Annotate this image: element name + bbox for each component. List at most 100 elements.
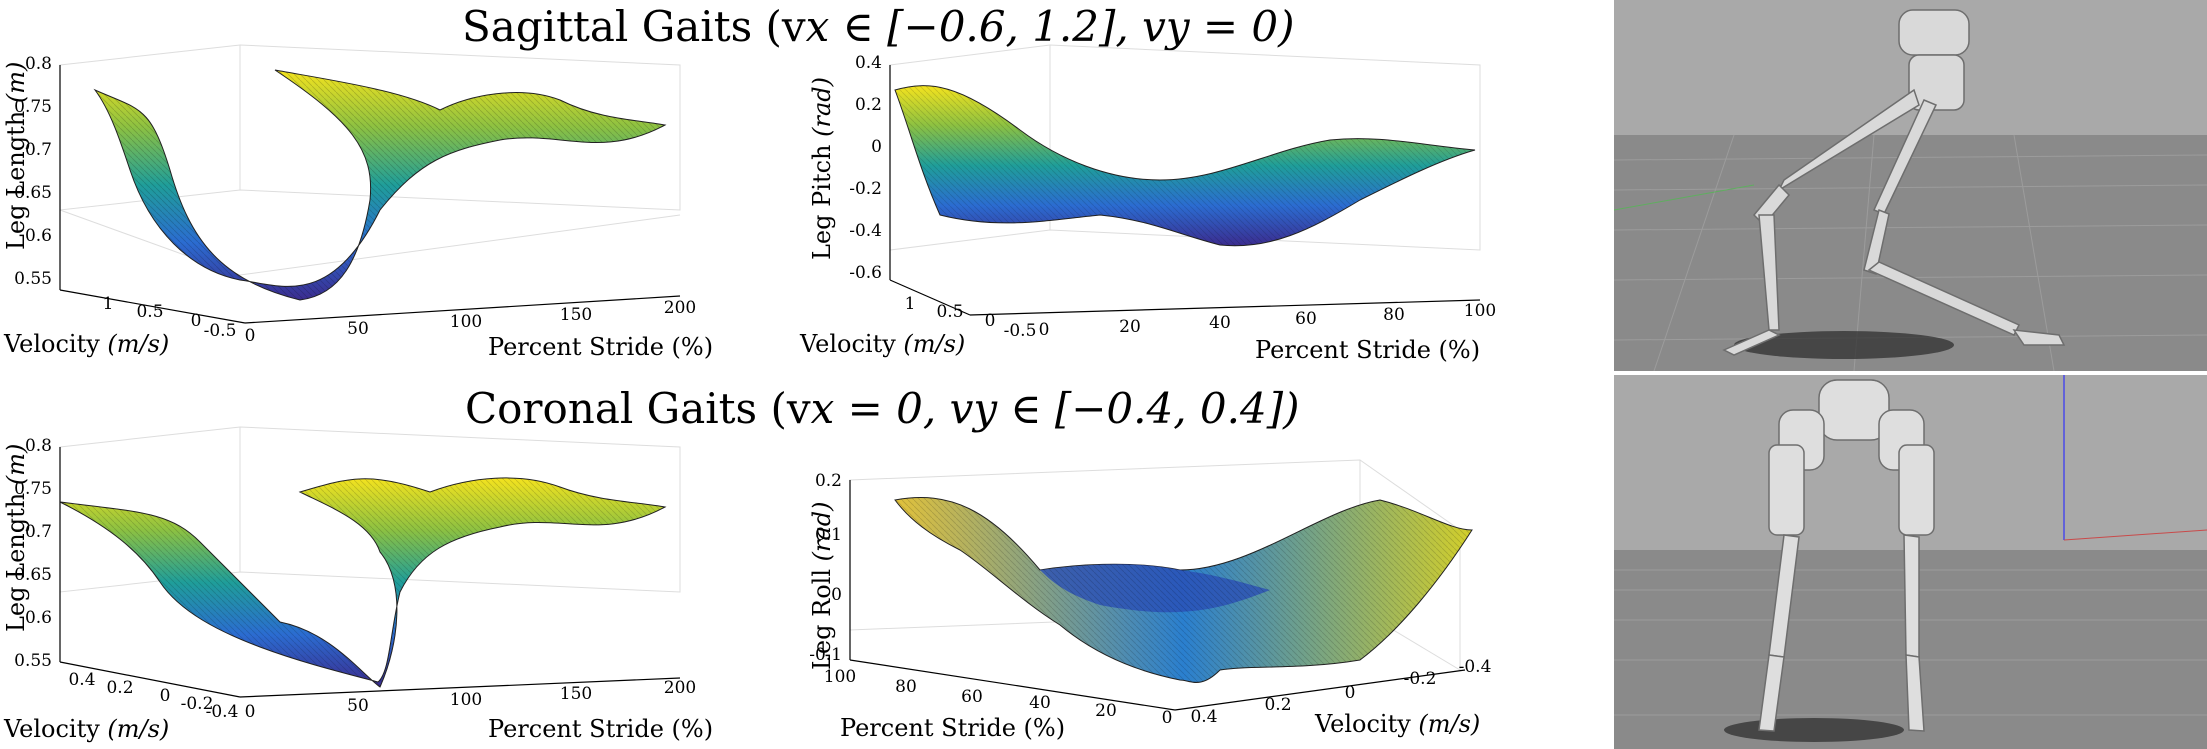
sim-render-sagittal (1614, 0, 2207, 371)
z-tick: -0.6 (849, 263, 882, 283)
s-tick: 50 (347, 696, 369, 716)
velocity-axis-label: Velocity (m/s) (3, 330, 169, 358)
velocity-ticks: 1 0.5 0 -0.5 (905, 294, 1037, 341)
stride-ticks: 100 80 60 40 20 0 (824, 667, 1173, 728)
plot-sagittal-leg-length: 0.8 0.75 0.7 0.65 0.6 0.55 1 0.5 0 -0.5 … (2, 44, 713, 361)
v-tick: 0.4 (68, 670, 95, 690)
z-axis-label: Leg Length (m) (2, 444, 30, 632)
title-sagittal: Sagittal Gaits (vx ∈ [−0.6, 1.2], vy = 0… (462, 2, 1295, 51)
z-axis-label: Leg Length (m) (2, 62, 30, 250)
v-tick: 1 (103, 294, 114, 314)
velocity-axis-label: Velocity (m/s) (799, 330, 965, 358)
z-axis-label: Leg Pitch (rad) (808, 77, 836, 260)
robot-sagittal (1722, 9, 2066, 356)
v-tick: 0.5 (136, 302, 163, 322)
s-tick: 80 (895, 677, 917, 697)
s-tick: 80 (1383, 305, 1405, 325)
velocity-axis-label: Velocity (m/s) (1314, 710, 1480, 738)
v-tick: 0.5 (936, 302, 963, 322)
s-tick: 0 (1039, 320, 1050, 340)
z-tick: 0.55 (14, 651, 52, 671)
stride-ticks: 0 50 100 150 200 (245, 678, 697, 722)
z-tick: 0.7 (25, 522, 52, 542)
s-tick: 100 (824, 667, 856, 687)
z-tick: 0 (831, 585, 842, 605)
z-tick: 0.55 (14, 269, 52, 289)
axis-lines (59, 447, 681, 698)
v-tick: 0.2 (106, 678, 133, 698)
velocity-ticks: 0.4 0.2 0 -0.2 -0.4 (68, 670, 238, 722)
velocity-ticks: 1 0.5 0 -0.5 (103, 294, 237, 341)
z-tick: 0.4 (855, 53, 882, 73)
v-tick: 0 (160, 686, 171, 706)
s-tick: 40 (1029, 693, 1051, 713)
v-tick: -0.4 (1459, 657, 1492, 677)
s-tick: 150 (560, 684, 592, 704)
s-tick: 0 (245, 702, 256, 722)
v-tick: 0 (985, 311, 996, 331)
v-tick: 0 (191, 311, 202, 331)
stride-ticks: 0 50 100 150 200 (245, 298, 697, 346)
axis-lines (59, 65, 681, 324)
s-tick: 0 (1162, 708, 1173, 728)
surface-mesh (895, 497, 1472, 683)
stride-ticks: 0 20 40 60 80 100 (1039, 301, 1497, 340)
s-tick: 200 (664, 298, 696, 318)
v-tick: -0.4 (206, 702, 239, 722)
plot-coronal-leg-length: 0.8 0.75 0.7 0.65 0.6 0.55 0.4 0.2 0 -0.… (2, 426, 713, 743)
plot-coronal-leg-roll: 0.2 0.1 0 -0.1 100 80 60 40 20 0 0.4 0.2… (808, 459, 1491, 742)
z-tick: 0.2 (855, 95, 882, 115)
v-tick: -0.2 (1404, 669, 1437, 689)
v-tick: 1 (905, 294, 916, 314)
s-tick: 150 (560, 305, 592, 325)
robot-coronal (1758, 379, 1935, 732)
z-ticks: 0.4 0.2 0 -0.2 -0.4 -0.6 (849, 53, 882, 283)
v-tick: -0.2 (181, 694, 214, 714)
surface-mesh (895, 85, 1475, 246)
stride-axis-label: Percent Stride (%) (488, 333, 713, 361)
stride-axis-label: Percent Stride (%) (1255, 336, 1480, 364)
sim-render-coronal (1614, 375, 2207, 749)
s-tick: 100 (450, 312, 482, 332)
s-tick: 100 (1464, 301, 1496, 321)
axis-lines (889, 65, 1481, 316)
stride-axis-label: Percent Stride (%) (840, 714, 1065, 742)
stride-axis-label: Percent Stride (%) (488, 715, 713, 743)
z-tick: 0.65 (14, 565, 52, 585)
z-tick: 0.1 (815, 525, 842, 545)
z-tick: 0.7 (25, 140, 52, 160)
s-tick: 200 (664, 678, 696, 698)
s-tick: 60 (961, 687, 983, 707)
z-tick: 0.6 (25, 608, 52, 628)
v-tick: -0.5 (1004, 321, 1037, 341)
z-tick: -0.4 (849, 221, 882, 241)
title-coronal: Coronal Gaits (vx = 0, vy ∈ [−0.4, 0.4]) (465, 384, 1300, 433)
plot-sagittal-leg-pitch: 0.4 0.2 0 -0.2 -0.4 -0.6 1 0.5 0 -0.5 0 … (799, 44, 1497, 364)
z-ticks: 0.8 0.75 0.7 0.65 0.6 0.55 (14, 436, 52, 671)
z-tick: 0.8 (25, 54, 52, 74)
s-tick: 20 (1095, 701, 1117, 721)
v-tick: -0.5 (204, 321, 237, 341)
v-tick: 0.2 (1264, 695, 1291, 715)
axis-lines (849, 480, 1466, 711)
velocity-ticks: 0.4 0.2 0 -0.2 -0.4 (1190, 657, 1491, 727)
s-tick: 50 (347, 319, 369, 339)
z-tick: 0.75 (14, 97, 52, 117)
z-tick: 0.75 (14, 479, 52, 499)
z-tick: 0.2 (815, 471, 842, 491)
z-tick: 0 (871, 137, 882, 157)
s-tick: 0 (245, 326, 256, 346)
velocity-axis-label: Velocity (m/s) (3, 715, 169, 743)
z-tick: 0.8 (25, 436, 52, 456)
s-tick: 100 (450, 690, 482, 710)
z-axis-label: Leg Roll (rad) (808, 501, 836, 670)
z-tick: -0.2 (849, 179, 882, 199)
surface-mesh (95, 70, 665, 300)
v-tick: 0 (1345, 683, 1356, 703)
s-tick: 20 (1119, 317, 1141, 337)
surface-mesh (60, 477, 665, 687)
s-tick: 40 (1209, 313, 1231, 333)
z-tick: 0.6 (25, 226, 52, 246)
z-tick: 0.65 (14, 183, 52, 203)
